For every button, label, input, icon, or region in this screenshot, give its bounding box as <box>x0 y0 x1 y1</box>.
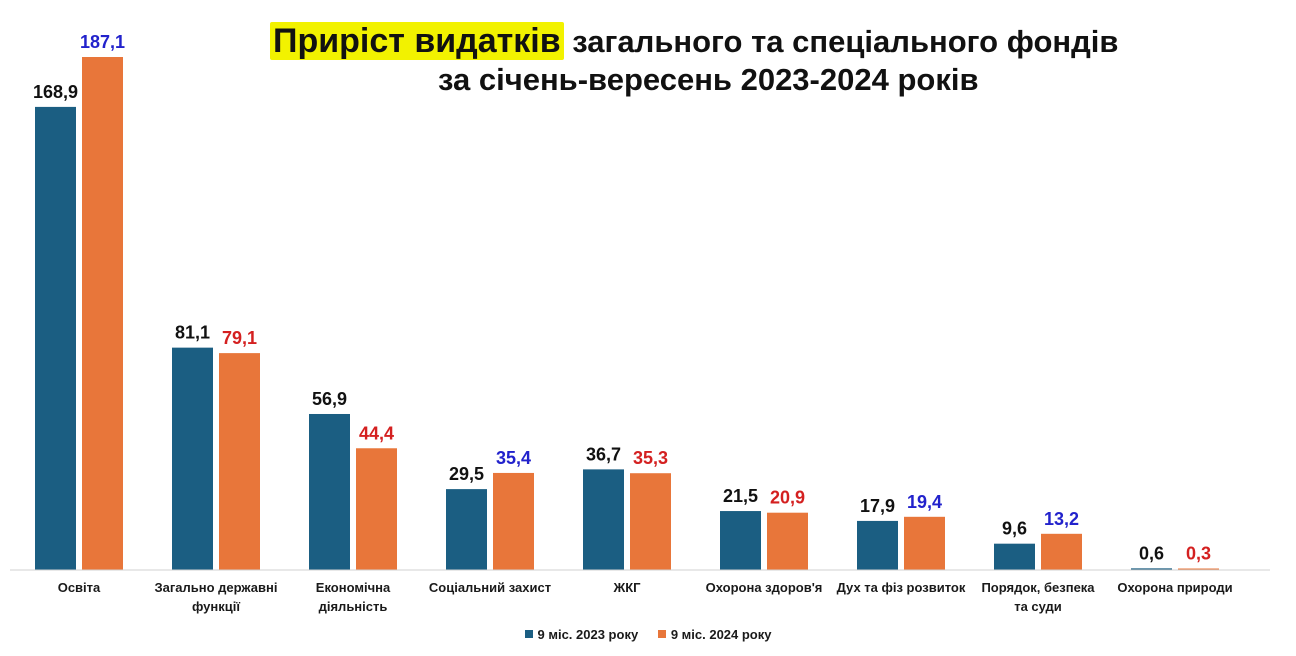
bar-2024-3 <box>493 472 534 570</box>
bar-2024-7 <box>1041 533 1082 570</box>
legend: 9 міс. 2023 року 9 міс. 2024 року <box>0 626 1296 642</box>
value-label-2023-8: 0,6 <box>1139 543 1164 563</box>
bar-2023-0 <box>35 106 76 570</box>
bar-2024-2 <box>356 448 397 570</box>
category-label-2-0: Економічна <box>316 580 391 595</box>
category-label-7-0: Порядок, безпека <box>981 580 1095 595</box>
bar-2024-4 <box>630 473 671 570</box>
bar-2024-0 <box>82 57 123 570</box>
category-label-4-0: ЖКГ <box>612 580 641 595</box>
value-label-2023-5: 21,5 <box>723 486 758 506</box>
legend-swatch-2024 <box>657 630 666 638</box>
category-label-0-0: Освіта <box>58 580 101 595</box>
category-label-8-0: Охорона природи <box>1117 580 1232 595</box>
category-label-2-1: діяльність <box>319 599 388 614</box>
value-label-2024-7: 13,2 <box>1044 509 1079 529</box>
bar-2023-2 <box>309 413 350 570</box>
bar-2024-6 <box>904 516 945 570</box>
bar-2023-6 <box>857 520 898 570</box>
bar-2024-5 <box>767 512 808 570</box>
value-label-2024-2: 44,4 <box>359 423 394 443</box>
value-label-2024-1: 79,1 <box>222 328 257 348</box>
category-label-6-0: Дух та фіз розвиток <box>837 580 966 595</box>
value-label-2024-8: 0,3 <box>1186 544 1211 564</box>
value-label-2024-0: 187,1 <box>80 32 125 52</box>
bar-2024-1 <box>219 353 260 570</box>
value-label-2024-5: 20,9 <box>770 488 805 508</box>
value-label-2023-4: 36,7 <box>586 444 621 464</box>
bar-2023-7 <box>994 543 1035 570</box>
legend-label-2023: 9 міс. 2023 року <box>537 626 639 642</box>
value-label-2023-0: 168,9 <box>33 82 78 102</box>
bar-2023-4 <box>583 469 624 570</box>
bars-group <box>35 57 1219 570</box>
value-label-2023-3: 29,5 <box>449 464 484 484</box>
value-label-2024-6: 19,4 <box>907 492 942 512</box>
bar-2023-8 <box>1131 568 1172 570</box>
legend-item-2023: 9 міс. 2023 року <box>524 626 639 642</box>
value-labels-group: 168,9 187,1 81,1 79,1 56,9 44,4 29,5 35,4 36,7 35… <box>33 32 1211 564</box>
category-label-1-0: Загально державні <box>155 580 278 595</box>
value-label-2023-1: 81,1 <box>175 323 210 343</box>
title-line-1: Приріст видатків загального та спеціальн… <box>270 22 1170 61</box>
title-rest: загального та спеціального фондів <box>563 24 1119 59</box>
legend-swatch-2023 <box>524 630 533 638</box>
legend-label-2024: 9 міс. 2024 року <box>670 626 772 642</box>
value-label-2023-2: 56,9 <box>312 389 347 409</box>
value-label-2023-6: 17,9 <box>860 496 895 516</box>
chart-title: Приріст видатків загального та спеціальн… <box>270 22 1170 99</box>
category-label-1-1: функції <box>192 599 240 614</box>
title-highlight: Приріст видатків <box>270 22 564 60</box>
category-label-3-0: Соціальний захист <box>429 580 551 595</box>
category-label-7-1: та суди <box>1014 599 1062 614</box>
bar-2023-1 <box>172 347 213 570</box>
value-label-2024-4: 35,3 <box>633 448 668 468</box>
legend-item-2024: 9 міс. 2024 року <box>657 626 772 642</box>
title-line-2: за січень-вересень 2023-2024 років <box>438 62 979 97</box>
bar-2023-5 <box>720 511 761 570</box>
bar-2024-8 <box>1178 568 1219 570</box>
category-labels-group: Освіта Загально державні функції Економічна… <box>58 580 1233 614</box>
category-label-5-0: Охорона здоров'я <box>706 580 823 595</box>
value-label-2023-7: 9,6 <box>1002 519 1027 539</box>
bar-2023-3 <box>446 489 487 570</box>
value-label-2024-3: 35,4 <box>496 448 531 468</box>
